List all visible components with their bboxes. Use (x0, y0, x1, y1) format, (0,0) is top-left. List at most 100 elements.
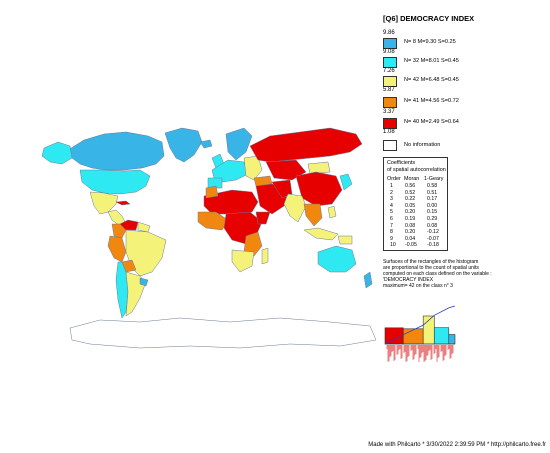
coef-moran: 0.52 (405, 189, 416, 196)
coef-order: 1 (390, 183, 393, 189)
coef-col-moran: Moran (404, 176, 420, 182)
histogram-note-line: maximum= 42 on the class n° 3 (383, 283, 453, 289)
region-chile (115, 261, 129, 319)
legend-break-3: 7.26 (383, 68, 395, 74)
histogram-cumulative-curve (384, 305, 456, 345)
region-new-zealand (363, 271, 373, 289)
region-iberia (207, 177, 223, 189)
coef-row: 8 0.20 -0.12 (384, 229, 447, 236)
coef-geary: 0.17 (427, 196, 438, 203)
region-papua (337, 235, 353, 245)
region-china (295, 171, 343, 207)
coef-geary: -0.07 (427, 235, 439, 242)
legend-swatch-4 (383, 97, 397, 108)
coef-order: 3 (390, 196, 393, 203)
coef-geary: 0.29 (427, 216, 438, 222)
legend-swatch-5 (383, 118, 397, 129)
region-colombia (111, 223, 127, 239)
coef-row: 4 0.05 0.00 (384, 203, 447, 210)
region-mexico (89, 191, 119, 215)
legend-swatch-1 (383, 38, 397, 49)
histogram-note-line: are proportional to the count of spatial… (383, 265, 479, 271)
legend-class-4: N= 41 M=4.56 S=0.72 (404, 98, 459, 104)
coef-row: 10 -0.05 -0.18 (384, 242, 447, 249)
region-morocco (205, 185, 219, 199)
coef-geary: 0.51 (427, 189, 438, 196)
histogram-bar (433, 327, 450, 345)
coef-geary: 0.15 (427, 209, 438, 216)
histogram-bar (402, 328, 424, 345)
coef-moran: 0.20 (405, 229, 416, 236)
region-uruguay (139, 277, 149, 287)
histogram-note: Surfaces of the rectangles of the histog… (383, 259, 543, 289)
region-australia (317, 245, 357, 273)
coef-moran: 0.05 (405, 202, 416, 209)
coef-order: 4 (390, 202, 393, 209)
coef-row: 9 0.04 -0.07 (384, 236, 447, 243)
coef-header-line-2: of spatial autocorrelation (387, 167, 446, 173)
coef-moran: 0.04 (405, 235, 416, 242)
coef-geary: -0.18 (427, 242, 439, 249)
legend-class-2: N= 32 M=8.01 S=0.45 (404, 58, 459, 64)
region-southern-africa (231, 249, 255, 273)
region-horn-of-africa (255, 211, 271, 225)
coef-order: 5 (390, 209, 393, 216)
coef-order: 2 (390, 189, 393, 196)
region-brazil (125, 229, 167, 277)
coef-header-line-1: Coefficients (387, 160, 416, 166)
region-madagascar (261, 247, 269, 265)
legend-break-2: 9.08 (383, 49, 395, 55)
region-cuba (115, 200, 131, 206)
legend-class-1: N= 8 M=9.30 S=0.25 (404, 39, 456, 45)
region-west-africa (197, 211, 229, 231)
region-canada (67, 131, 165, 171)
region-antarctica (69, 317, 377, 349)
region-iran (271, 179, 293, 199)
region-korea-japan (339, 173, 353, 191)
coef-row: 5 0.20 0.15 (384, 209, 447, 216)
legend-swatch-3 (383, 76, 397, 87)
histogram-bar (448, 334, 456, 345)
coef-row: 7 0.08 0.08 (384, 223, 447, 230)
legend-break-4: 5.87 (383, 87, 395, 93)
coef-row: 2 0.52 0.51 (384, 190, 447, 197)
coef-order: 6 (390, 216, 393, 222)
region-india (283, 193, 307, 223)
region-southeast-asia (303, 203, 323, 227)
region-iceland (199, 139, 213, 149)
coef-row: 3 0.22 0.17 (384, 196, 447, 203)
coef-order: 9 (390, 235, 393, 242)
legend-break-6: 1.08 (383, 129, 395, 135)
histogram-note-line: 'DEMOCRACY INDEX (383, 277, 434, 283)
coef-order: 7 (390, 222, 393, 229)
histogram-note-line: Surfaces of the rectangles of the histog… (383, 259, 479, 265)
coef-geary: 0.58 (427, 183, 438, 189)
legend-class-5: N= 40 M=2.49 S=0.64 (404, 119, 459, 125)
coef-geary: -0.12 (427, 229, 439, 236)
coef-geary: 0.00 (427, 202, 438, 209)
region-scandinavia (225, 127, 253, 161)
coef-geary: 0.08 (427, 222, 438, 229)
footer-credit: Made with Philcarto * 3/30/2022 2:39:59 … (368, 442, 546, 448)
coef-moran: 0.19 (405, 216, 416, 222)
coef-col-geary: 1-Geary (424, 176, 444, 182)
coef-moran: 0.20 (405, 209, 416, 216)
region-usa (79, 169, 151, 195)
region-peru-ecuador (107, 235, 127, 263)
histogram-note-line: computed on each class defined on the va… (383, 271, 492, 277)
legend-break-1: 9.86 (383, 30, 395, 36)
coef-moran: 0.22 (405, 196, 416, 203)
region-guianas (137, 221, 151, 233)
coef-moran: 0.08 (405, 222, 416, 229)
coef-order: 10 (390, 242, 396, 249)
legend-class-no-info: No information (404, 142, 441, 148)
region-russia (249, 127, 363, 163)
region-alaska (41, 141, 73, 165)
legend-class-3: N= 42 M=6.48 S=0.45 (404, 77, 459, 83)
coef-col-order: Order (387, 176, 401, 182)
coef-row: 1 0.56 0.58 (384, 183, 447, 190)
region-greenland (164, 127, 203, 163)
legend-swatch-no-info (383, 140, 397, 151)
legend-swatch-2 (383, 57, 397, 68)
